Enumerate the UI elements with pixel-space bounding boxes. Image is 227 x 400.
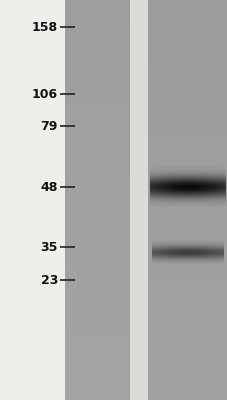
Text: 48: 48: [40, 181, 58, 194]
Text: 35: 35: [40, 241, 58, 254]
Bar: [129, 0, 147, 400]
Text: 79: 79: [40, 120, 58, 132]
Text: 158: 158: [32, 21, 58, 34]
Bar: [0, 0, 62, 400]
Text: 23: 23: [40, 274, 58, 286]
Text: 106: 106: [32, 88, 58, 100]
